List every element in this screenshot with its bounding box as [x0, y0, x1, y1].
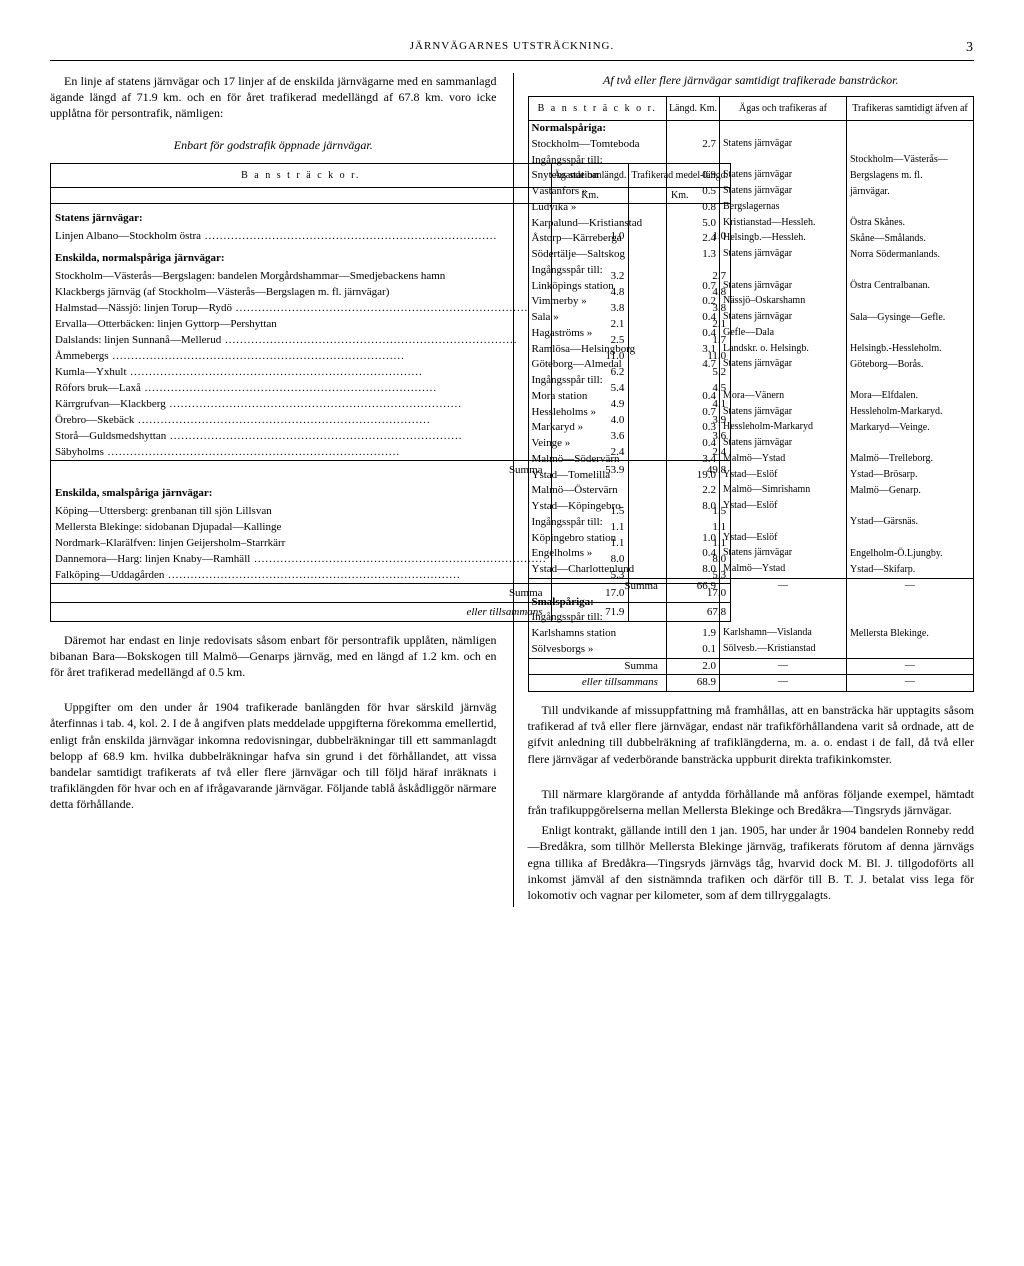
right-para1: Till undvikande af missuppfattning må fr…: [528, 702, 975, 767]
right-column: Af två eller flere järnvägar samtidigt t…: [513, 73, 975, 907]
table-row: Vimmerby »0.2Nässjö–Oskarshamn: [528, 294, 974, 310]
table-row: Hessleholms »0.7Statens järnvägarHessleh…: [528, 405, 974, 421]
table-row: Mora station0.4Mora—VänernMora—Elfdalen.: [528, 389, 974, 405]
left-intro: En linje af statens järnvägar och 17 lin…: [50, 73, 497, 122]
table-row: Ingångsspår till:: [528, 373, 974, 389]
table-row: Göteborg—Almedal4.7Statens järnvägarGöte…: [528, 357, 974, 373]
table-row: Sala »0.4Statens järnvägarSala—Gysinge—G…: [528, 310, 974, 326]
t1-sub2: Enskilda, normalspåriga järnvägar:: [51, 244, 552, 268]
table-row: Ystad—Charlottenlund8.0Malmö—YstadYstad—…: [528, 562, 974, 578]
table-row: Ingångsspår till:: [528, 263, 974, 279]
table-row: Ystad—Tomelilla19.0Ystad—EslöfYstad—Brös…: [528, 468, 974, 484]
t1-sub1: Statens järnvägar:: [51, 203, 552, 228]
table-row: Markaryd »0.3Hessleholm-MarkarydMarkaryd…: [528, 420, 974, 436]
table-row: Ingångsspår till:: [528, 610, 974, 626]
left-para3: Uppgifter om den under år 1904 trafikera…: [50, 699, 497, 812]
table-row: Malmö—Södervärn3.4Malmö—YstadMalmö—Trell…: [528, 452, 974, 468]
table-row: Veinge »0.4Statens järnvägar: [528, 436, 974, 452]
table1-title: Enbart för godstrafik öppnade järnvägar.: [50, 138, 497, 153]
table-row: Ingångsspår till:Ystad—Gärsnäs.: [528, 515, 974, 531]
table-row: Snytens station0.9Statens järnvägarBergs…: [528, 168, 974, 184]
table-row: Stockholm—Tomteboda2.7Statens järnvägar: [528, 137, 974, 153]
table-row: Linköpings station0.7Statens järnvägarÖs…: [528, 279, 974, 295]
table-row: Ludvika »0.8Bergslagernas: [528, 200, 974, 216]
table-row: Karpalund—Kristianstad5.0Kristianstad—He…: [528, 216, 974, 232]
header-title: JÄRNVÄGARNES UTSTRÄCKNING.: [410, 40, 614, 52]
t1-h0: B a n s t r ä c k o r.: [51, 163, 552, 187]
table-row: Hagaströms »0.4Gefle—Dala: [528, 326, 974, 342]
table-row: Åstorp—Kärreberga2.4Helsingb.—Hessleh.Sk…: [528, 231, 974, 247]
page-header: JÄRNVÄGARNES UTSTRÄCKNING. 3: [50, 40, 974, 61]
table-row: Malmö—Östervärn2.2Malmö—SimrishamnMalmö—…: [528, 483, 974, 499]
left-para2: Däremot har endast en linje redovisats s…: [50, 632, 497, 681]
table-row: Ystad—Köpingebro8.0Ystad—Eslöf: [528, 499, 974, 515]
table2-title: Af två eller flere järnvägar samtidigt t…: [528, 73, 975, 88]
table-row: Södertälje—Saltskog1.3Statens järnvägarN…: [528, 247, 974, 263]
table-row: Ingångsspår till:Stockholm—Västerås—: [528, 153, 974, 169]
right-para3: Enligt kontrakt, gällande intill den 1 j…: [528, 822, 975, 903]
table-row: Engelholms »0.4Statens järnvägarEngelhol…: [528, 546, 974, 562]
table-row: Köpingebro station1.0Ystad—Eslöf: [528, 531, 974, 547]
table-row: Ramlösa—Helsingborg3.1Landskr. o. Helsin…: [528, 342, 974, 358]
table-row: Västanfors »0.5Statens järnvägarjärnväga…: [528, 184, 974, 200]
left-column: En linje af statens järnvägar och 17 lin…: [50, 73, 497, 907]
page-number: 3: [966, 40, 974, 56]
t1-sub3: Enskilda, smalspåriga järnvägar:: [51, 479, 552, 503]
right-para2: Till närmare klargörande af antydda förh…: [528, 786, 975, 818]
table-2: B a n s t r ä c k o r. Längd. Km. Ägas o…: [528, 96, 975, 692]
table-row: Karlshamns station1.9Karlshamn—VislandaM…: [528, 626, 974, 642]
table-row: Sölvesborgs »0.1Sölvesb.—Kristianstad: [528, 642, 974, 658]
